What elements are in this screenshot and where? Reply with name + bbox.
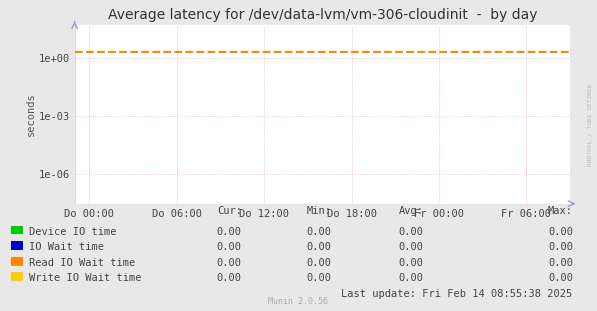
Text: 0.00: 0.00 (306, 273, 331, 283)
Text: 0.00: 0.00 (399, 227, 424, 237)
Text: Min:: Min: (306, 206, 331, 216)
Title: Average latency for /dev/data-lvm/vm-306-cloudinit  -  by day: Average latency for /dev/data-lvm/vm-306… (107, 8, 537, 22)
Text: Avg:: Avg: (399, 206, 424, 216)
Text: Write IO Wait time: Write IO Wait time (29, 273, 141, 283)
Text: 0.00: 0.00 (306, 242, 331, 252)
Text: Max:: Max: (548, 206, 573, 216)
Text: IO Wait time: IO Wait time (29, 242, 104, 252)
Text: 0.00: 0.00 (399, 242, 424, 252)
Text: 0.00: 0.00 (217, 227, 242, 237)
Y-axis label: seconds: seconds (26, 92, 36, 136)
Text: Last update: Fri Feb 14 08:55:38 2025: Last update: Fri Feb 14 08:55:38 2025 (341, 289, 572, 299)
Text: 0.00: 0.00 (217, 242, 242, 252)
Text: 0.00: 0.00 (217, 258, 242, 268)
Text: Device IO time: Device IO time (29, 227, 116, 237)
Text: 0.00: 0.00 (548, 258, 573, 268)
Text: 0.00: 0.00 (548, 242, 573, 252)
Text: 0.00: 0.00 (548, 273, 573, 283)
Text: 0.00: 0.00 (217, 273, 242, 283)
Text: RRDTOOL / TOBI OETIKER: RRDTOOL / TOBI OETIKER (587, 83, 592, 166)
Text: 0.00: 0.00 (306, 258, 331, 268)
Text: 0.00: 0.00 (306, 227, 331, 237)
Text: 0.00: 0.00 (399, 258, 424, 268)
Text: 0.00: 0.00 (399, 273, 424, 283)
Text: 0.00: 0.00 (548, 227, 573, 237)
Text: Munin 2.0.56: Munin 2.0.56 (269, 297, 328, 306)
Text: Read IO Wait time: Read IO Wait time (29, 258, 135, 268)
Text: Cur:: Cur: (217, 206, 242, 216)
